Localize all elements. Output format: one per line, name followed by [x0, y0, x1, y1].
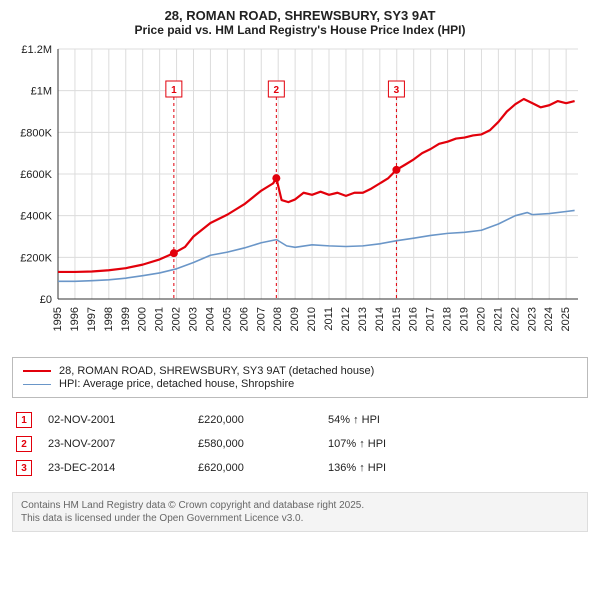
legend-item: 28, ROMAN ROAD, SHREWSBURY, SY3 9AT (det…	[23, 365, 577, 377]
svg-text:£400K: £400K	[20, 211, 52, 223]
title-line1: 28, ROMAN ROAD, SHREWSBURY, SY3 9AT	[12, 8, 588, 23]
svg-text:2: 2	[274, 85, 280, 96]
svg-text:3: 3	[394, 85, 400, 96]
chart: £0 £200K £400K £600K £800K £1M £1.2M 1995 1996 19…	[12, 41, 588, 351]
svg-text:£600K: £600K	[20, 169, 52, 181]
container: 28, ROMAN ROAD, SHREWSBURY, SY3 9AT Pric…	[0, 0, 600, 544]
svg-text:2013: 2013	[357, 307, 369, 331]
table-row: 1 02-NOV-2001 £220,000 54% ↑ HPI	[12, 408, 588, 432]
svg-text:2010: 2010	[306, 307, 318, 331]
legend-label: HPI: Average price, detached house, Shro…	[59, 378, 294, 390]
legend-label: 28, ROMAN ROAD, SHREWSBURY, SY3 9AT (det…	[59, 365, 374, 377]
svg-text:2023: 2023	[526, 307, 538, 331]
transaction-price: £580,000	[198, 438, 328, 450]
svg-text:2008: 2008	[272, 307, 284, 331]
svg-text:1999: 1999	[120, 307, 132, 331]
chart-svg: £0 £200K £400K £600K £800K £1M £1.2M 1995 1996 19…	[12, 41, 588, 346]
svg-text:2001: 2001	[154, 307, 166, 331]
svg-text:2016: 2016	[408, 307, 420, 331]
transaction-price: £620,000	[198, 462, 328, 474]
svg-text:£200K: £200K	[20, 252, 52, 264]
transaction-price: £220,000	[198, 414, 328, 426]
transaction-delta: 54% ↑ HPI	[328, 414, 588, 426]
footer: Contains HM Land Registry data © Crown c…	[12, 492, 588, 532]
svg-text:2004: 2004	[204, 307, 216, 331]
title-line2: Price paid vs. HM Land Registry's House …	[12, 23, 588, 37]
transaction-date: 02-NOV-2001	[48, 414, 198, 426]
svg-text:2005: 2005	[221, 307, 233, 331]
svg-text:2011: 2011	[323, 307, 335, 331]
svg-text:2018: 2018	[442, 307, 454, 331]
svg-text:2014: 2014	[374, 307, 386, 331]
svg-text:2015: 2015	[391, 307, 403, 331]
transaction-delta: 107% ↑ HPI	[328, 438, 588, 450]
svg-text:2021: 2021	[492, 307, 504, 331]
svg-text:1996: 1996	[69, 307, 81, 331]
transaction-badge: 2	[16, 436, 32, 452]
transaction-badge: 1	[16, 412, 32, 428]
transaction-date: 23-DEC-2014	[48, 462, 198, 474]
svg-text:£1.2M: £1.2M	[21, 44, 52, 56]
svg-text:£800K: £800K	[20, 127, 52, 139]
table-row: 2 23-NOV-2007 £580,000 107% ↑ HPI	[12, 432, 588, 456]
transactions-table: 1 02-NOV-2001 £220,000 54% ↑ HPI 2 23-NO…	[12, 408, 588, 480]
svg-text:£0: £0	[40, 294, 52, 306]
svg-text:1995: 1995	[52, 307, 64, 331]
svg-text:2012: 2012	[340, 307, 352, 331]
legend-item: HPI: Average price, detached house, Shro…	[23, 378, 577, 390]
transaction-delta: 136% ↑ HPI	[328, 462, 588, 474]
title-block: 28, ROMAN ROAD, SHREWSBURY, SY3 9AT Pric…	[12, 8, 588, 37]
svg-text:2000: 2000	[137, 307, 149, 331]
svg-text:2025: 2025	[560, 307, 572, 331]
svg-text:1997: 1997	[86, 307, 98, 331]
svg-text:2022: 2022	[509, 307, 521, 331]
transaction-date: 23-NOV-2007	[48, 438, 198, 450]
svg-text:2002: 2002	[171, 307, 183, 331]
svg-text:2006: 2006	[238, 307, 250, 331]
table-row: 3 23-DEC-2014 £620,000 136% ↑ HPI	[12, 456, 588, 480]
transaction-badge: 3	[16, 460, 32, 476]
svg-text:2019: 2019	[459, 307, 471, 331]
svg-text:2020: 2020	[475, 307, 487, 331]
footer-line1: Contains HM Land Registry data © Crown c…	[21, 499, 579, 512]
svg-text:2017: 2017	[425, 307, 437, 331]
svg-text:2024: 2024	[543, 307, 555, 331]
svg-text:2009: 2009	[289, 307, 301, 331]
svg-text:£1M: £1M	[31, 86, 52, 98]
svg-text:2003: 2003	[188, 307, 200, 331]
svg-text:2007: 2007	[255, 307, 267, 331]
footer-line2: This data is licensed under the Open Gov…	[21, 512, 579, 525]
legend-swatch	[23, 384, 51, 385]
legend: 28, ROMAN ROAD, SHREWSBURY, SY3 9AT (det…	[12, 357, 588, 398]
svg-text:1998: 1998	[103, 307, 115, 331]
legend-swatch	[23, 370, 51, 372]
svg-text:1: 1	[171, 85, 177, 96]
